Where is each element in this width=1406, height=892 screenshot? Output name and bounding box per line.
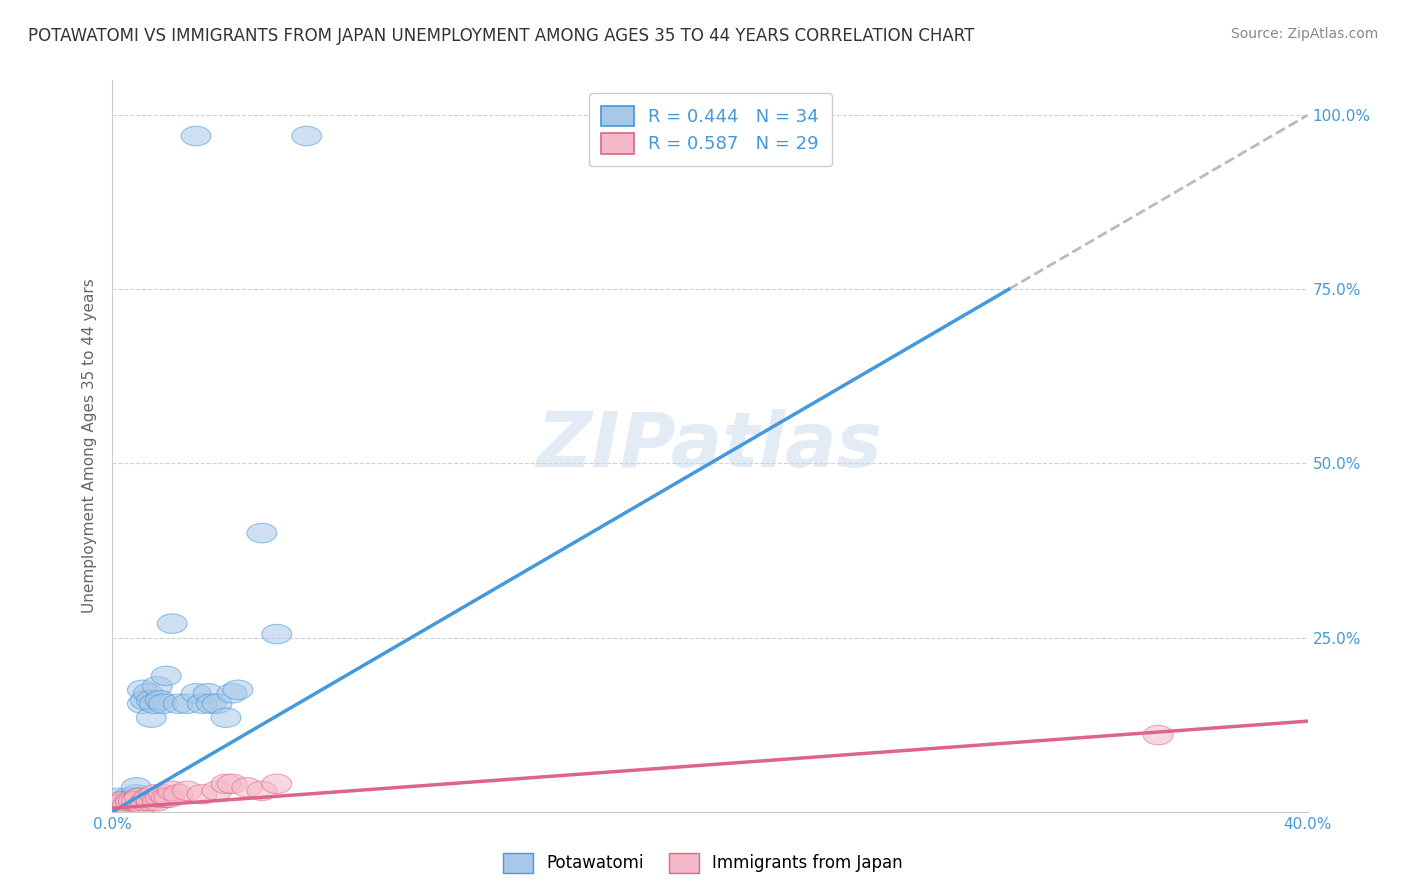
Y-axis label: Unemployment Among Ages 35 to 44 years: Unemployment Among Ages 35 to 44 years: [82, 278, 97, 614]
Legend: R = 0.444   N = 34, R = 0.587   N = 29: R = 0.444 N = 34, R = 0.587 N = 29: [589, 93, 831, 166]
Legend: Potawatomi, Immigrants from Japan: Potawatomi, Immigrants from Japan: [496, 847, 910, 880]
Text: ZIPatlas: ZIPatlas: [537, 409, 883, 483]
Text: Source: ZipAtlas.com: Source: ZipAtlas.com: [1230, 27, 1378, 41]
Text: POTAWATOMI VS IMMIGRANTS FROM JAPAN UNEMPLOYMENT AMONG AGES 35 TO 44 YEARS CORRE: POTAWATOMI VS IMMIGRANTS FROM JAPAN UNEM…: [28, 27, 974, 45]
